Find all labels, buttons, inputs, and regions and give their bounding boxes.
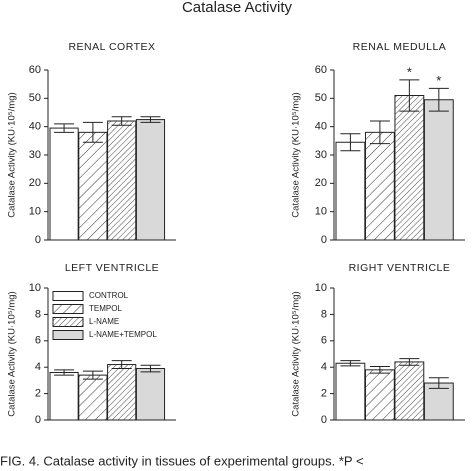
panel-title: RENAL MEDULLA bbox=[353, 41, 447, 53]
y-tick-label: 50 bbox=[315, 92, 327, 104]
y-tick-label: 4 bbox=[321, 361, 327, 373]
bar bbox=[335, 141, 366, 241]
bar bbox=[394, 361, 425, 421]
y-tick-label: 10 bbox=[29, 282, 41, 294]
y-tick-label: 0 bbox=[321, 234, 327, 246]
y-tick-label: 0 bbox=[35, 414, 41, 426]
y-tick-label: 30 bbox=[315, 149, 327, 161]
legend-swatch bbox=[52, 304, 84, 314]
caption: FIG. 4. Catalase activity in tissues of … bbox=[0, 453, 364, 468]
panel-title: LEFT VENTRICLE bbox=[65, 262, 159, 274]
y-tick-label: 10 bbox=[29, 206, 41, 218]
significance-mark: * bbox=[436, 73, 441, 88]
y-axis-label: Catalase Activity (KU·10⁵/mg) bbox=[7, 92, 18, 217]
y-tick-label: 6 bbox=[321, 335, 327, 347]
y-tick-label: 60 bbox=[315, 64, 327, 76]
y-tick-label: 20 bbox=[29, 177, 41, 189]
bar bbox=[49, 127, 79, 241]
legend-label: CONTROL bbox=[89, 291, 129, 300]
bar bbox=[107, 364, 137, 421]
panel-title: RENAL CORTEX bbox=[68, 41, 155, 53]
y-axis-label: Catalase Activity (KU·10⁵/mg) bbox=[291, 291, 302, 416]
legend-swatch bbox=[52, 317, 84, 327]
y-tick-label: 50 bbox=[29, 92, 41, 104]
y-axis-label: Catalase Activity (KU·10⁵/mg) bbox=[291, 92, 302, 217]
y-tick-label: 2 bbox=[321, 388, 327, 400]
y-tick-label: 30 bbox=[29, 149, 41, 161]
figure-title: Catalase Activity bbox=[182, 0, 293, 16]
y-tick-label: 20 bbox=[315, 177, 327, 189]
bar bbox=[364, 131, 395, 241]
panel-title: RIGHT VENTRICLE bbox=[349, 262, 451, 274]
bar bbox=[364, 369, 395, 421]
legend-label: L-NAME bbox=[89, 317, 119, 326]
bar bbox=[49, 371, 79, 421]
bar bbox=[335, 362, 366, 421]
y-tick-label: 8 bbox=[321, 308, 327, 320]
y-tick-label: 60 bbox=[29, 64, 41, 76]
y-axis-label: Catalase Activity (KU·10⁵/mg) bbox=[7, 291, 18, 416]
bar bbox=[135, 368, 166, 421]
legend-label: L-NAME+TEMPOL bbox=[89, 330, 157, 339]
bar bbox=[135, 119, 166, 241]
y-tick-label: 0 bbox=[35, 234, 41, 246]
bar bbox=[78, 374, 108, 421]
y-tick-label: 40 bbox=[315, 121, 327, 133]
bar bbox=[423, 382, 454, 421]
y-tick-label: 6 bbox=[35, 335, 41, 347]
y-tick-label: 2 bbox=[35, 388, 41, 400]
y-tick-label: 10 bbox=[315, 206, 327, 218]
bar bbox=[78, 131, 108, 241]
bar bbox=[107, 120, 137, 241]
y-tick-label: 0 bbox=[321, 414, 327, 426]
legend-label: TEMPOL bbox=[89, 304, 122, 313]
significance-mark: * bbox=[407, 64, 412, 79]
y-tick-label: 8 bbox=[35, 308, 41, 320]
y-tick-label: 10 bbox=[315, 282, 327, 294]
y-tick-label: 40 bbox=[29, 121, 41, 133]
bar bbox=[423, 99, 454, 241]
legend-swatch bbox=[52, 330, 84, 340]
bar bbox=[394, 95, 425, 241]
legend-swatch bbox=[52, 291, 84, 301]
y-tick-label: 4 bbox=[35, 361, 41, 373]
